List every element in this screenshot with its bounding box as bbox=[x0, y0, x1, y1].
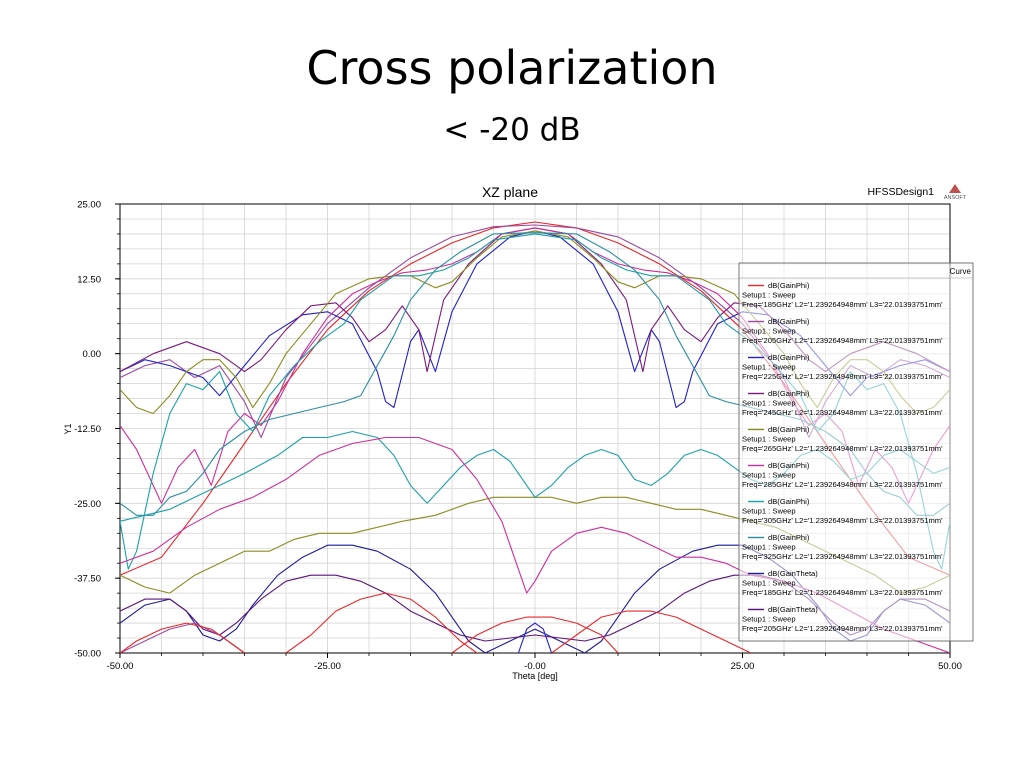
legend-entry-text: Setup1 : Sweep bbox=[742, 363, 796, 372]
y-tick-label: 0.00 bbox=[83, 349, 102, 360]
legend-entry-text: dB(GainPhi) bbox=[768, 353, 810, 362]
legend-entry-text: Freq='325GHz' L2='1.239264948mm' L3='22.… bbox=[742, 552, 943, 561]
series-line bbox=[517, 622, 553, 653]
legend-entry-text: Freq='205GHz' L2='1.239264948mm' L3='22.… bbox=[742, 336, 943, 345]
x-axis-label: Theta [deg] bbox=[512, 671, 558, 681]
y-tick-label: -50.00 bbox=[74, 649, 101, 660]
legend-entry-text: Freq='285GHz' L2='1.239264948mm' L3='22.… bbox=[742, 480, 943, 489]
legend-entry-text: Setup1 : Sweep bbox=[742, 291, 796, 300]
legend-entry-text: Setup1 : Sweep bbox=[742, 507, 796, 516]
legend-entry-text: Setup1 : Sweep bbox=[742, 471, 796, 480]
legend-entry-text: Freq='305GHz' L2='1.239264948mm' L3='22.… bbox=[742, 516, 943, 525]
series-line bbox=[285, 592, 478, 653]
legend-entry-text: dB(GainTheta) bbox=[768, 569, 818, 578]
legend-entry-text: Setup1 : Sweep bbox=[742, 543, 796, 552]
series-line bbox=[451, 616, 619, 653]
legend-entry-text: Freq='245GHz' L2='1.239264948mm' L3='22.… bbox=[742, 408, 943, 417]
design-label: HFSSDesign1 bbox=[867, 186, 934, 198]
legend-entry-text: Freq='185GHz' L2='1.239264948mm' L3='22.… bbox=[742, 588, 943, 597]
x-tick-label: -50.00 bbox=[107, 661, 134, 672]
legend-entry-text: Freq='205GHz' L2='1.239264948mm' L3='22.… bbox=[742, 624, 943, 633]
legend-entry-text: Freq='225GHz' L2='1.239264948mm' L3='22.… bbox=[742, 372, 943, 381]
legend-box bbox=[738, 262, 974, 642]
y-tick-label: 12.50 bbox=[77, 274, 101, 285]
legend-entry-text: Freq='185GHz' L2='1.239264948mm' L3='22.… bbox=[742, 300, 943, 309]
legend-entry-text: dB(GainPhi) bbox=[768, 425, 810, 434]
legend-entry-text: dB(GainPhi) bbox=[768, 281, 810, 290]
x-tick-label: -0.00 bbox=[524, 661, 546, 672]
legend-entry-text: Setup1 : Sweep bbox=[742, 399, 796, 408]
series-line bbox=[120, 622, 245, 653]
legend-entry-text: dB(GainPhi) bbox=[768, 533, 810, 542]
axes: -50.00 -25.00 -0.00 25.00 50.00 25.00 12.50 0.0… bbox=[74, 200, 962, 673]
y-tick-label: -25.00 bbox=[74, 499, 101, 510]
series-line bbox=[551, 610, 752, 653]
slide-title: Cross polarization bbox=[306, 41, 718, 95]
chart-title: XZ plane bbox=[482, 184, 538, 200]
slide-subtitle: < -20 dB bbox=[443, 112, 581, 148]
y-tick-label: -12.50 bbox=[74, 424, 101, 435]
legend-entry-text: dB(GainPhi) bbox=[768, 497, 810, 506]
legend-entry-text: Setup1 : Sweep bbox=[742, 327, 796, 336]
legend-entry-text: dB(GainPhi) bbox=[768, 461, 810, 470]
x-tick-label: 50.00 bbox=[938, 661, 962, 672]
legend-entry-text: dB(GainPhi) bbox=[768, 389, 810, 398]
logo-text: ANSOFT bbox=[944, 195, 967, 201]
x-tick-label: -25.00 bbox=[314, 661, 341, 672]
legend-header: Curve bbox=[950, 267, 972, 276]
x-tick-label: 25.00 bbox=[731, 661, 755, 672]
legend-entry-text: Setup1 : Sweep bbox=[742, 615, 796, 624]
legend-entry-text: Setup1 : Sweep bbox=[742, 435, 796, 444]
legend-entry-text: dB(GainPhi) bbox=[768, 317, 810, 326]
ansoft-logo-icon bbox=[949, 184, 961, 193]
y-tick-label: 25.00 bbox=[77, 200, 101, 211]
legend-entry-text: Freq='265GHz' L2='1.239264948mm' L3='22.… bbox=[742, 444, 943, 453]
y-axis-label: Y1 bbox=[63, 423, 73, 434]
legend-entry-text: dB(GainTheta) bbox=[768, 605, 818, 614]
legend-entry-text: Setup1 : Sweep bbox=[742, 579, 796, 588]
y-tick-label: -37.50 bbox=[74, 574, 101, 585]
